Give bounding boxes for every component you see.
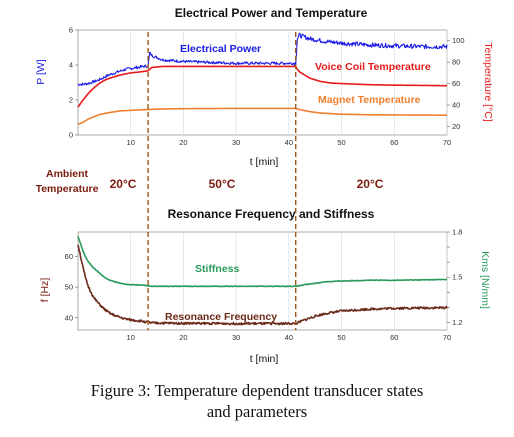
figure-caption: Figure 3: Temperature dependent transduc… [0, 380, 514, 422]
ambient-phase-2: 50°C [209, 177, 236, 191]
series-label-stiffness: Stiffness [195, 263, 240, 275]
bot-x-tick-label: 20 [179, 333, 187, 342]
top-series-line-magnet-temperature [77, 107, 448, 126]
ambient-label-line1: Ambient [46, 168, 89, 180]
left-axis-label-frequency: f [Hz] [39, 278, 51, 303]
series-label-voice-coil-temperature: Voice Coil Temperature [315, 61, 431, 73]
top-series-line-electrical-power [77, 32, 448, 86]
top-left-tick-label: 0 [69, 131, 73, 140]
phase-markers [147, 32, 297, 330]
chart-title-resonance-stiffness: Resonance Frequency and Stiffness [168, 207, 375, 221]
top-x-tick-label: 20 [179, 138, 187, 147]
x-axis-label-top: t [min] [250, 156, 279, 168]
top-right-tick-label: 40 [452, 101, 460, 110]
bot-x-tick-label: 30 [232, 333, 240, 342]
bot-left-tick-label: 60 [65, 252, 73, 261]
top-x-tick-label: 60 [390, 138, 398, 147]
top-x-tick-label: 70 [443, 138, 451, 147]
bot-series-line-stiffness [77, 236, 448, 288]
top-plot-frame [77, 29, 448, 136]
caption-line-1: Figure 3: Temperature dependent transduc… [90, 381, 424, 400]
x-axis-label-bottom: t [min] [250, 353, 279, 365]
series-label-magnet-temperature: Magnet Temperature [318, 94, 421, 106]
chart-title-power-temperature: Electrical Power and Temperature [175, 6, 368, 20]
chart-top: 10 20 30 40 50 60 70 0 2 4 6 20 40 60 80 100 Electrical … [69, 26, 465, 148]
ambient-label-line2: Temperature [36, 183, 99, 195]
top-left-tick-label: 6 [69, 26, 73, 35]
series-label-resonance-frequency: Resonance Frequency [165, 311, 277, 323]
top-right-tick-label: 80 [452, 58, 460, 67]
bot-x-tick-label: 10 [127, 333, 135, 342]
top-right-tick-label: 100 [452, 36, 465, 45]
bot-right-tick-label: 1.5 [452, 273, 462, 282]
top-x-tick-label: 50 [337, 138, 345, 147]
ambient-phase-1: 20°C [110, 177, 137, 191]
bot-right-tick-label: 1.2 [452, 318, 462, 327]
bot-x-tick-label: 40 [285, 333, 293, 342]
top-left-tick-label: 2 [69, 96, 73, 105]
right-axis-label-temperature: Temperature [°C] [482, 42, 494, 122]
bot-x-tick-label: 70 [443, 333, 451, 342]
bot-series-line-resonance-frequency [77, 244, 448, 326]
top-right-tick-label: 60 [452, 79, 460, 88]
chart-bottom: 10 20 30 40 50 60 70 40 50 60 1.2 1.5 1.8 Stiffness Re… [65, 228, 463, 343]
bot-x-tick-label: 50 [337, 333, 345, 342]
bot-left-tick-label: 50 [65, 283, 73, 292]
left-axis-label-power: P [W] [35, 59, 47, 85]
top-right-tick-label: 20 [452, 122, 460, 131]
top-x-tick-label: 40 [285, 138, 293, 147]
ambient-phase-3: 20°C [357, 177, 384, 191]
caption-line-2: and parameters [206, 402, 308, 421]
bot-right-tick-label: 1.8 [452, 228, 462, 237]
bot-x-tick-label: 60 [390, 333, 398, 342]
right-axis-label-kms: Kms [N/mm] [479, 251, 491, 309]
top-left-tick-label: 4 [69, 61, 73, 70]
top-x-tick-label: 10 [127, 138, 135, 147]
top-x-tick-label: 30 [232, 138, 240, 147]
series-label-electrical-power: Electrical Power [180, 43, 261, 55]
bot-left-tick-label: 40 [65, 313, 73, 322]
top-series-line-voice-coil-temperature [77, 65, 448, 108]
